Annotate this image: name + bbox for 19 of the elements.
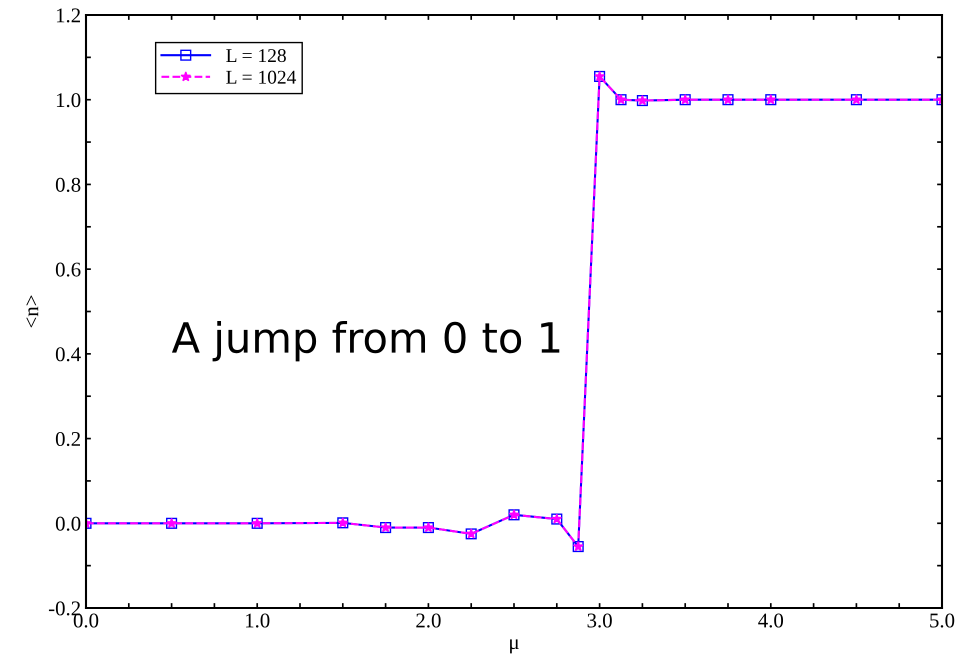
y-tick-label: 0.8 <box>56 178 80 192</box>
legend-label: L = 128 <box>226 49 286 62</box>
y-tick-label: 0.4 <box>56 347 81 362</box>
y-tick-label: 0.2 <box>56 432 80 446</box>
legend-label: L = 1024 <box>226 70 296 84</box>
y-axis-title: <n> <box>26 296 38 328</box>
y-tick-label: -0.2 <box>48 601 80 616</box>
x-tick-label: 2.0 <box>416 613 441 628</box>
x-tick-label: 1.0 <box>246 613 270 628</box>
x-tick-label: 5.0 <box>930 613 954 628</box>
y-tick-label: 0.0 <box>56 516 80 531</box>
annotation: A jump from 0 to 1 <box>172 320 560 362</box>
x-axis-title: μ <box>510 639 519 654</box>
y-tick-label: 0.6 <box>56 262 81 277</box>
x-tick-label: 3.0 <box>588 613 612 628</box>
x-tick-label: 0.0 <box>74 613 98 628</box>
y-tick-label: 1.2 <box>56 8 80 23</box>
y-tick-label: 1.0 <box>56 93 80 108</box>
x-tick-label: 4.0 <box>758 613 784 628</box>
